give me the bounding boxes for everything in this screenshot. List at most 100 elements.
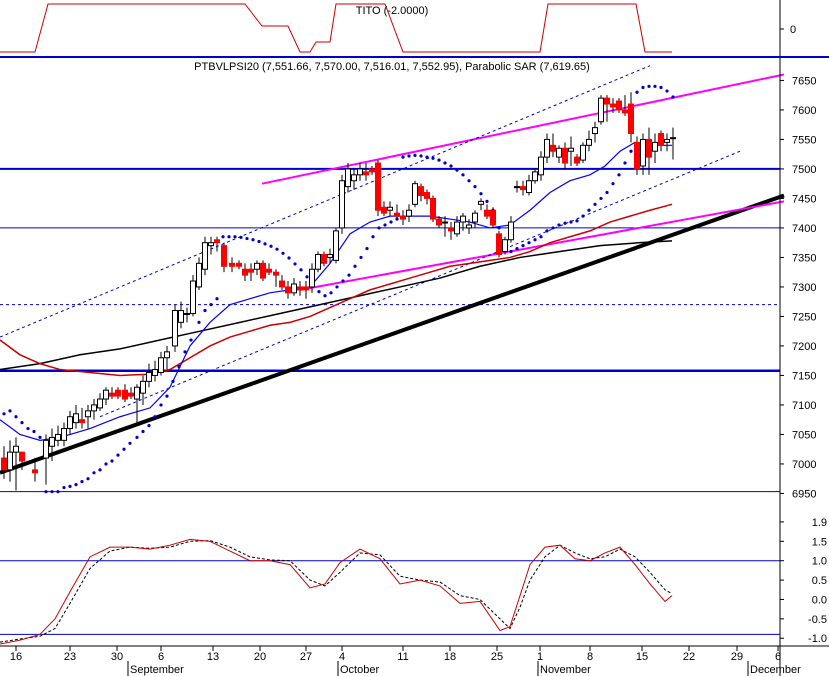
candle-body <box>556 147 562 158</box>
candle-body <box>339 180 345 229</box>
candle <box>291 278 297 296</box>
candle <box>79 407 85 429</box>
candle-body <box>7 451 13 471</box>
candle-body <box>32 469 38 474</box>
candle <box>297 281 303 296</box>
moving-average-black <box>0 240 673 371</box>
candle-body <box>85 410 91 418</box>
candle-body <box>103 389 109 400</box>
sar-dot <box>197 320 201 324</box>
candle-body <box>363 171 369 176</box>
sar-dot <box>449 164 453 168</box>
candle <box>158 351 164 376</box>
price-tick-label: 7050 <box>792 429 816 441</box>
x-tick-label: 1 <box>537 651 543 663</box>
candle-body <box>55 433 61 441</box>
sar-dot <box>2 412 6 416</box>
sar-dot <box>455 168 459 172</box>
candle <box>556 145 562 164</box>
candle <box>562 142 568 169</box>
sar-dot <box>551 226 555 230</box>
candle-body <box>315 253 321 270</box>
sar-dot <box>62 485 66 490</box>
sar-dot <box>122 447 126 451</box>
sar-dot <box>305 275 309 279</box>
candle-body <box>424 192 430 199</box>
candle-body <box>670 137 676 140</box>
candle <box>436 216 442 228</box>
sar-dot <box>569 220 573 224</box>
candle <box>472 210 478 228</box>
candle-body <box>208 242 214 247</box>
candle <box>309 263 315 293</box>
sar-dot <box>189 338 193 342</box>
candle-body <box>622 109 628 114</box>
candle <box>646 127 652 175</box>
candle-body <box>345 168 351 188</box>
sar-dot <box>611 182 615 186</box>
candle <box>266 263 272 276</box>
price-tick-label: 7500 <box>792 164 816 176</box>
candle-body <box>115 389 121 397</box>
sar-dot <box>74 482 78 487</box>
sar-dot <box>135 435 139 439</box>
candle-body <box>634 141 640 170</box>
candle <box>202 236 208 276</box>
candle <box>146 363 152 388</box>
candle-body <box>152 369 158 376</box>
sar-dot <box>110 459 114 463</box>
candle <box>13 437 19 491</box>
candle <box>242 263 248 282</box>
candle <box>658 130 664 152</box>
candle <box>122 384 128 402</box>
sar-dot <box>515 246 519 251</box>
candle-body <box>357 168 363 176</box>
candle <box>375 160 381 217</box>
candle-body <box>406 209 412 217</box>
candle <box>260 260 266 282</box>
candle <box>670 127 676 160</box>
candle <box>333 227 339 264</box>
month-label: September <box>130 664 184 676</box>
tito-line <box>0 3 672 53</box>
candle-body <box>351 174 357 182</box>
candle <box>550 133 556 158</box>
price-tick-label: 7200 <box>792 341 816 353</box>
candle-body <box>214 239 220 244</box>
candle <box>532 168 538 184</box>
candle-body <box>640 138 646 167</box>
sar-dot <box>377 226 381 230</box>
candle <box>406 204 412 223</box>
candle-body <box>628 103 634 135</box>
candle <box>49 428 55 461</box>
candle <box>1 446 7 479</box>
candle-body <box>172 310 178 347</box>
moving-average-blue <box>0 141 672 441</box>
price-tick-label: 7300 <box>792 282 816 294</box>
candle <box>604 95 610 122</box>
tito-panel: TITO (-2.0000) 0 <box>0 3 796 53</box>
sar-dot <box>203 308 207 313</box>
sar-dot <box>389 220 393 224</box>
sar-dot <box>593 202 597 206</box>
candle <box>303 281 309 299</box>
month-label: November <box>540 664 591 676</box>
candle-body <box>550 144 556 152</box>
candle <box>484 204 490 220</box>
candle <box>172 304 178 352</box>
sar-dot <box>425 155 429 159</box>
sar-dot <box>563 221 567 225</box>
candle <box>568 136 574 166</box>
sar-dot <box>183 350 187 354</box>
candle <box>285 281 291 299</box>
sar-dot <box>159 403 163 407</box>
candle <box>339 174 345 234</box>
candle-body <box>604 97 610 105</box>
price-tick-label: 7450 <box>792 193 816 205</box>
candle-body <box>13 445 19 453</box>
candle <box>61 422 67 447</box>
sar-dot <box>68 484 72 488</box>
x-tick-label: 23 <box>64 651 76 663</box>
